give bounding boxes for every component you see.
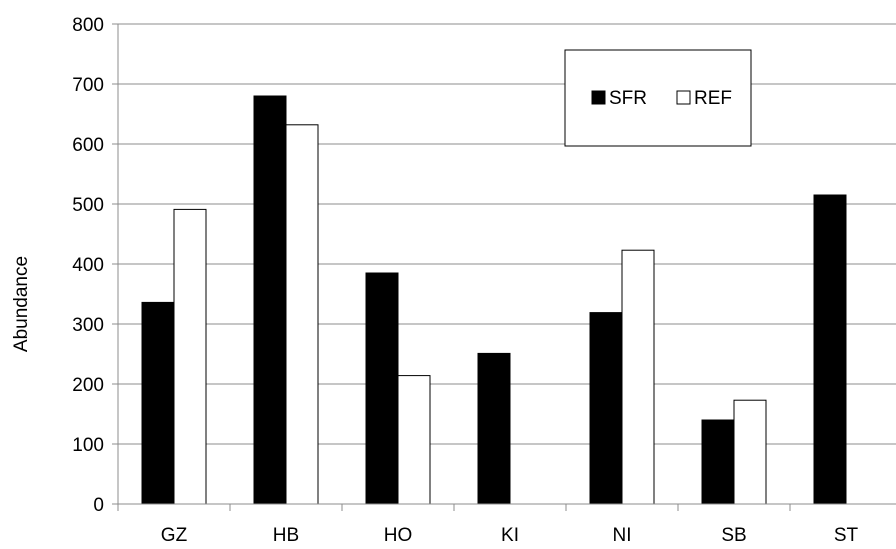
bar-sfr-st: [813, 194, 847, 505]
legend-swatch-ref: [676, 90, 691, 105]
y-axis-label: Abundance: [11, 256, 32, 352]
y-tick-label: 100: [72, 435, 104, 456]
x-category-label: SB: [721, 525, 746, 546]
axes: [117, 24, 896, 511]
bars: [141, 95, 847, 505]
x-category-label: HB: [273, 525, 299, 546]
y-tick-label: 300: [72, 315, 104, 336]
x-category-label: KI: [501, 525, 519, 546]
bar-ref-gz: [173, 208, 207, 505]
y-tick-label: 700: [72, 75, 104, 96]
bar-ref-hb: [285, 124, 319, 505]
y-tick-label: 600: [72, 135, 104, 156]
bar-ref-ho: [397, 375, 431, 505]
bar-sfr-gz: [141, 301, 175, 505]
bar-sfr-ni: [589, 312, 623, 505]
x-category-label: GZ: [161, 525, 188, 546]
gridlines: [112, 23, 896, 505]
legend-label-sfr: SFR: [609, 88, 647, 109]
y-tick-label: 0: [93, 495, 104, 516]
bar-ref-ni: [621, 249, 655, 505]
legend-label-ref: REF: [694, 88, 732, 109]
y-tick-label: 800: [72, 15, 104, 36]
legend-swatch-sfr: [591, 90, 606, 105]
x-category-labels: GZ HB HO KI NI SB ST: [161, 525, 859, 546]
bar-ref-sb: [733, 399, 767, 505]
x-category-label: NI: [613, 525, 632, 546]
y-tick-label: 400: [72, 255, 104, 276]
x-category-label: ST: [834, 525, 859, 546]
y-tick-label: 200: [72, 375, 104, 396]
bar-sfr-sb: [701, 419, 735, 505]
x-category-label: HO: [384, 525, 413, 546]
bar-sfr-ki: [477, 352, 511, 505]
legend: SFR REF: [564, 49, 752, 147]
bar-sfr-ho: [365, 272, 399, 505]
bar-sfr-hb: [253, 95, 287, 505]
y-tick-labels: 0 100 200 300 400 500 600 700 800: [72, 15, 104, 516]
y-tick-label: 500: [72, 195, 104, 216]
